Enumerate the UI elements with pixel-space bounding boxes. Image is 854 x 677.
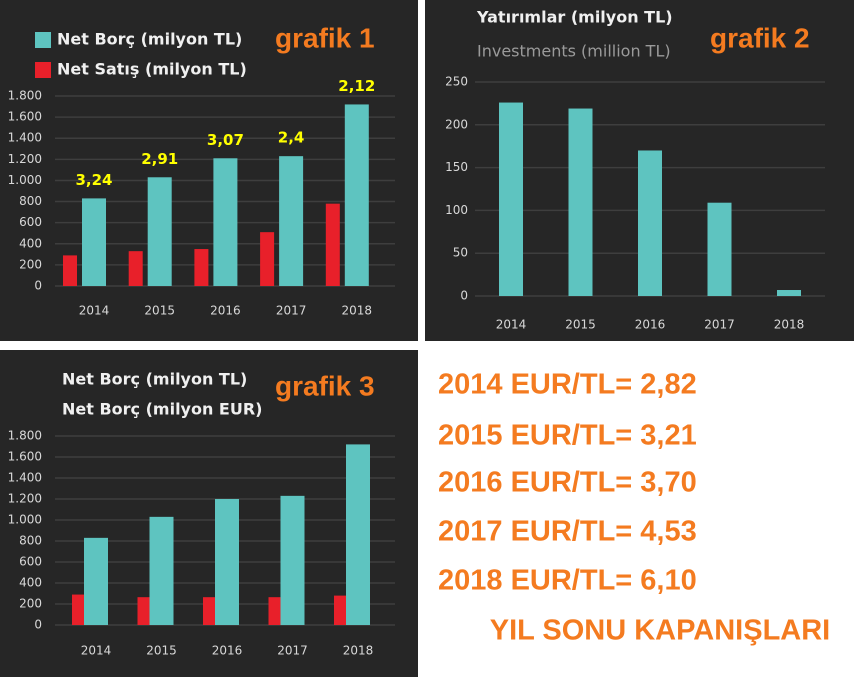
y-tick-label: 1.400 (8, 471, 42, 485)
y-tick-label: 1.200 (8, 152, 42, 166)
x-tick-label: 2018 (774, 318, 805, 332)
x-tick-label: 2014 (496, 318, 527, 332)
y-tick-label: 400 (19, 236, 42, 250)
y-tick-label: 1.200 (8, 492, 42, 506)
y-tick-label: 200 (445, 117, 468, 131)
bar (84, 537, 108, 625)
bar (346, 444, 370, 625)
x-tick-label: 2014 (81, 644, 112, 658)
bar (268, 597, 281, 625)
y-tick-label: 250 (445, 75, 468, 89)
chart-subtitle: Investments (million TL) (477, 42, 671, 61)
x-tick-label: 2017 (277, 644, 308, 658)
bar (137, 597, 150, 625)
bar (707, 202, 732, 296)
y-tick-label: 1.800 (8, 429, 42, 443)
bar (325, 203, 340, 286)
x-tick-label: 2014 (79, 304, 110, 318)
y-tick-label: 200 (19, 597, 42, 611)
legend-swatch (35, 62, 51, 78)
annotation: 2,12 (338, 77, 375, 95)
y-tick-label: 1.000 (8, 513, 42, 527)
bar (149, 516, 174, 625)
bar (63, 255, 77, 286)
y-tick-label: 1.400 (8, 131, 42, 145)
y-tick-label: 50 (453, 246, 468, 260)
y-tick-label: 0 (460, 289, 468, 303)
annotation: 3,07 (207, 131, 244, 149)
x-tick-label: 2015 (565, 318, 596, 332)
y-tick-label: 1.800 (8, 89, 42, 103)
y-tick-label: 800 (19, 534, 42, 548)
y-tick-label: 1.000 (8, 173, 42, 187)
bar (147, 177, 172, 286)
chart-tag: grafik 2 (710, 22, 810, 53)
chart-title: Yatırımlar (milyon TL) (476, 8, 673, 27)
annotation: 2,91 (141, 150, 178, 168)
annotation: 2,4 (278, 129, 305, 147)
bar (279, 156, 304, 286)
y-tick-label: 0 (34, 618, 42, 632)
y-tick-label: 0 (34, 279, 42, 293)
legend-label: Net Borç (milyon TL) (62, 370, 247, 389)
x-tick-label: 2015 (146, 644, 177, 658)
y-tick-label: 150 (445, 160, 468, 174)
x-tick-label: 2018 (343, 644, 374, 658)
rate-footer: YIL SONU KAPANIŞLARI (490, 615, 831, 647)
legend-label: Net Satış (milyon TL) (57, 60, 247, 79)
y-tick-label: 600 (19, 555, 42, 569)
chart-tag: grafik 1 (275, 22, 375, 53)
x-tick-label: 2016 (210, 304, 241, 318)
x-tick-label: 2015 (144, 304, 175, 318)
bar (568, 108, 593, 296)
chart-tag: grafik 3 (275, 370, 375, 401)
x-tick-label: 2017 (276, 304, 307, 318)
bar (128, 251, 143, 286)
bar (213, 158, 238, 286)
bar (334, 595, 346, 625)
rate-line: 2017 EUR/TL= 4,53 (438, 516, 697, 548)
bar (215, 499, 239, 625)
bar (344, 104, 369, 286)
x-tick-label: 2016 (635, 318, 666, 332)
y-tick-label: 200 (19, 257, 42, 271)
legend-label: Net Borç (milyon EUR) (62, 400, 262, 419)
bar (260, 232, 275, 286)
bar (82, 198, 106, 286)
rate-line: 2014 EUR/TL= 2,82 (438, 369, 697, 401)
y-tick-label: 1.600 (8, 450, 42, 464)
bar (638, 150, 662, 296)
x-tick-label: 2017 (704, 318, 735, 332)
rate-line: 2016 EUR/TL= 3,70 (438, 467, 697, 499)
bar (777, 290, 801, 296)
y-tick-label: 100 (445, 203, 468, 217)
legend-swatch (35, 32, 51, 48)
rate-line: 2018 EUR/TL= 6,10 (438, 565, 697, 597)
y-tick-label: 1.600 (8, 110, 42, 124)
bar (72, 594, 84, 625)
x-tick-label: 2016 (212, 644, 243, 658)
bar (203, 597, 215, 625)
bar (499, 102, 523, 296)
y-tick-label: 600 (19, 215, 42, 229)
bar (194, 249, 209, 286)
annotation: 3,24 (75, 171, 112, 189)
rate-line: 2015 EUR/TL= 3,21 (438, 420, 697, 452)
legend-label: Net Borç (milyon TL) (57, 30, 242, 49)
bar (280, 495, 305, 625)
x-tick-label: 2018 (342, 304, 373, 318)
y-tick-label: 400 (19, 576, 42, 590)
y-tick-label: 800 (19, 194, 42, 208)
